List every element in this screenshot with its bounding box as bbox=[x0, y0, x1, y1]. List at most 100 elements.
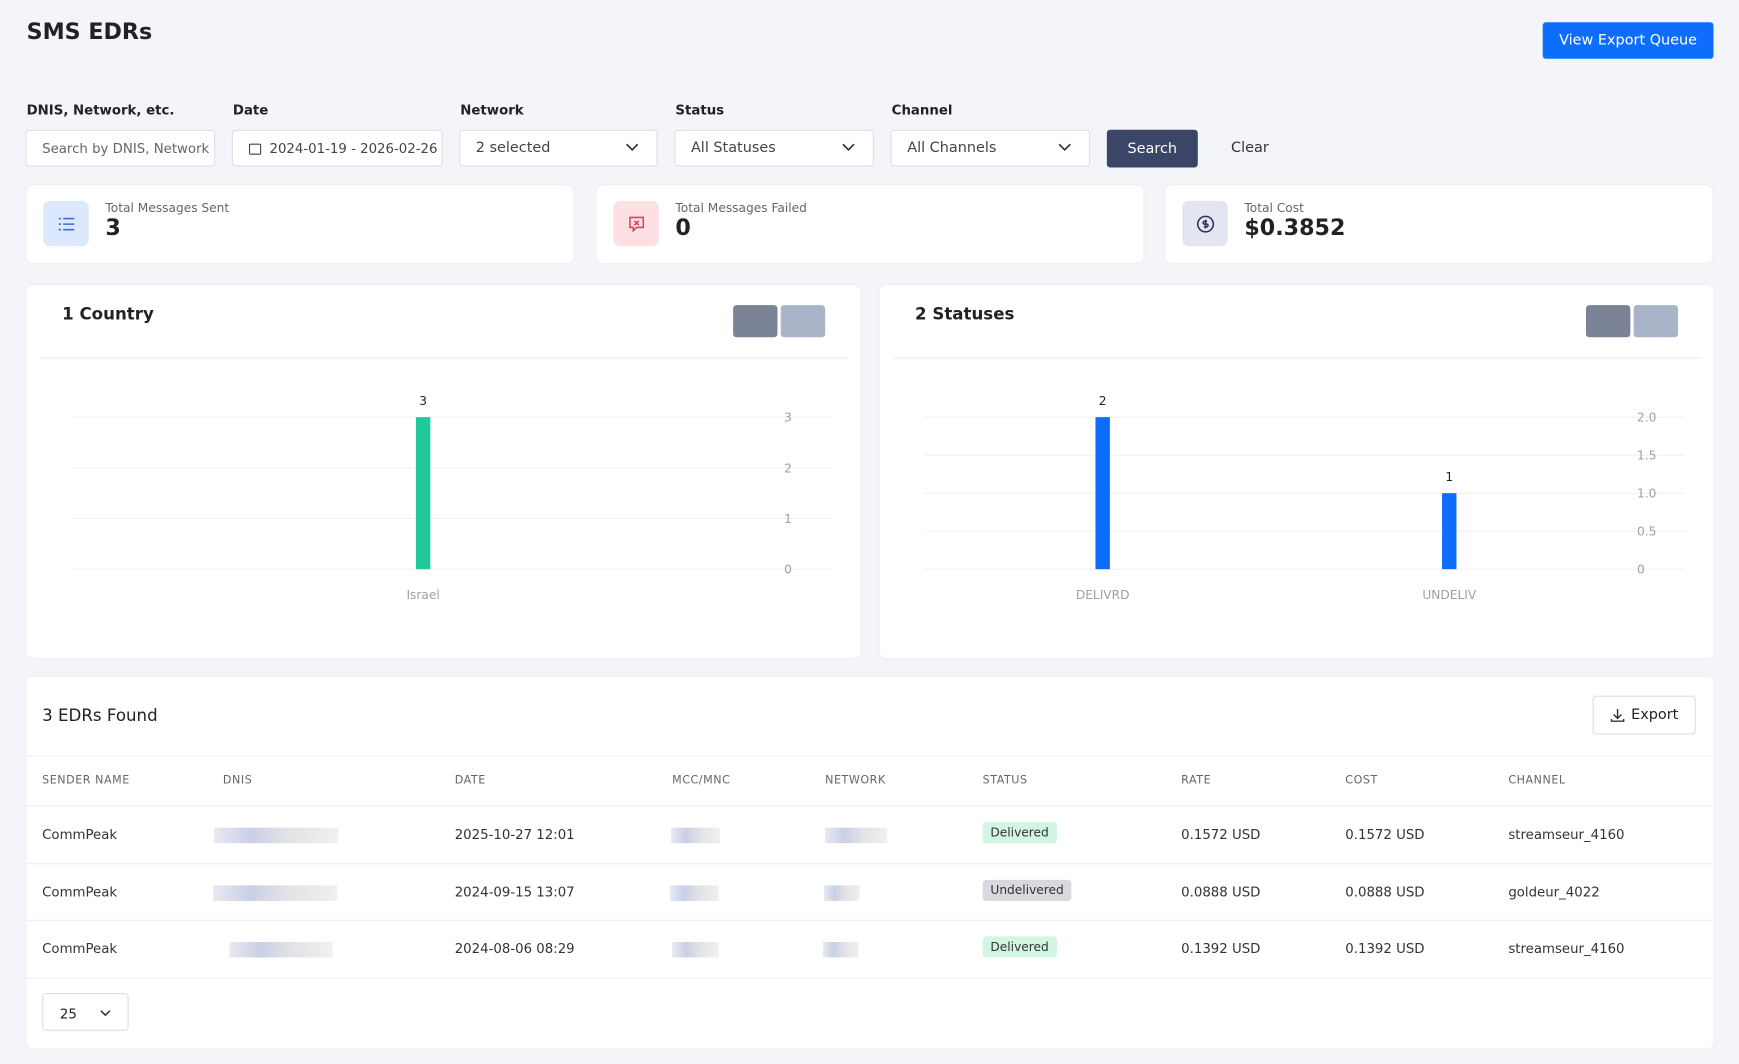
stat-label: Total Messages Sent bbox=[105, 200, 230, 216]
redacted-cell bbox=[672, 941, 719, 958]
cell: 2024-08-06 08:29 bbox=[454, 940, 575, 957]
export-button[interactable]: Export bbox=[1592, 695, 1696, 735]
stat-value: $0.3852 bbox=[1244, 214, 1346, 241]
status-badge: Delivered bbox=[982, 822, 1057, 844]
stat-value: 0 bbox=[675, 214, 691, 241]
filter-label: Channel bbox=[891, 102, 953, 118]
column-header: NETWORK bbox=[825, 774, 886, 787]
filter-input[interactable]: 2024-01-19 - 2026-02-26 bbox=[231, 129, 443, 167]
redacted-cell bbox=[214, 827, 339, 844]
status-badge: Undelivered bbox=[982, 879, 1072, 901]
row-divider bbox=[26, 805, 1714, 807]
column-header: COST bbox=[1345, 774, 1378, 787]
redacted-cell bbox=[229, 941, 333, 958]
cell: 2024-09-15 13:07 bbox=[454, 883, 575, 900]
stat-icon bbox=[1182, 200, 1228, 247]
filter-input[interactable]: All Channels bbox=[890, 129, 1091, 167]
value-label: 3 bbox=[419, 394, 427, 408]
filter-value: All Channels bbox=[907, 139, 997, 157]
cell: 0.0888 USD bbox=[1345, 883, 1425, 900]
cell: 2025-10-27 12:01 bbox=[454, 826, 575, 843]
page-size-select[interactable]: 25 bbox=[42, 992, 129, 1031]
icon-path bbox=[628, 216, 644, 233]
calendar-shape bbox=[248, 143, 262, 155]
filter-input[interactable]: 2 selected bbox=[459, 129, 658, 167]
table-title: 3 EDRs Found bbox=[42, 705, 158, 726]
value-label: 1 bbox=[1445, 470, 1453, 484]
row-divider bbox=[26, 755, 1714, 757]
y-tick-label: 0 bbox=[784, 563, 792, 577]
filter-value: All Statuses bbox=[690, 139, 776, 157]
clear-button[interactable]: Clear bbox=[1231, 139, 1269, 157]
stat-icon bbox=[43, 200, 89, 247]
filter-label: DNIS, Network, etc. bbox=[26, 102, 175, 118]
stat-card: Total Cost $0.3852 bbox=[1165, 185, 1713, 263]
filter-value: 2 selected bbox=[475, 139, 551, 157]
y-tick-label: 3 bbox=[784, 411, 792, 425]
stat-icon bbox=[613, 200, 659, 247]
chevron bbox=[100, 1010, 111, 1017]
chevron-path bbox=[842, 143, 855, 151]
icon bbox=[628, 216, 644, 233]
stat-label: Total Messages Failed bbox=[675, 200, 807, 216]
stat-value: 3 bbox=[105, 214, 121, 241]
redacted-cell bbox=[669, 884, 719, 901]
cell: CommPeak bbox=[42, 940, 118, 957]
cell: goldeur_4022 bbox=[1508, 883, 1600, 900]
bar bbox=[415, 417, 431, 570]
chevron-path bbox=[626, 143, 639, 151]
calendar-icon bbox=[248, 143, 262, 155]
bar-view-button[interactable] bbox=[733, 305, 778, 338]
column-header: STATUS bbox=[982, 774, 1028, 787]
cell: CommPeak bbox=[42, 883, 118, 900]
cell: streamseur_4160 bbox=[1508, 826, 1625, 843]
value-label: 2 bbox=[1099, 394, 1107, 408]
search-button[interactable]: Search bbox=[1106, 129, 1198, 168]
divider bbox=[892, 357, 1702, 359]
cell: 0.1392 USD bbox=[1345, 940, 1425, 957]
chevron-path bbox=[1058, 143, 1071, 151]
redacted-cell bbox=[824, 884, 860, 901]
column-header: CHANNEL bbox=[1508, 774, 1566, 787]
filter-label: Status bbox=[675, 102, 725, 118]
pie-view-button[interactable] bbox=[1633, 305, 1679, 338]
export-queue-button[interactable]: View Export Queue bbox=[1542, 22, 1714, 59]
column-header: MCC/MNC bbox=[672, 774, 731, 787]
y-tick-label: 0.5 bbox=[1637, 525, 1656, 539]
chart-panel: 2 Statuses 0 0.5 1.0 1.5 2.0 2 DELIVRD 1 UNDELIV bbox=[879, 285, 1714, 658]
y-tick-label: 1.0 bbox=[1637, 487, 1656, 501]
filter-label: Network bbox=[460, 102, 524, 118]
row-divider bbox=[26, 976, 1714, 979]
y-tick-label: 2.0 bbox=[1637, 411, 1656, 425]
filter-label: Date bbox=[232, 102, 269, 118]
bar bbox=[1442, 493, 1457, 570]
row-divider bbox=[26, 919, 1714, 921]
chart-title: 2 Statuses bbox=[914, 304, 1015, 324]
icon bbox=[1196, 215, 1214, 233]
y-tick-label: 1.5 bbox=[1637, 449, 1656, 463]
column-header: SENDER NAME bbox=[42, 774, 130, 787]
cell: streamseur_4160 bbox=[1508, 940, 1625, 957]
redacted-cell bbox=[825, 827, 888, 844]
pie-view-button[interactable] bbox=[780, 305, 826, 338]
stat-label: Total Cost bbox=[1244, 200, 1304, 216]
download-icon bbox=[1610, 708, 1625, 722]
cell: CommPeak bbox=[42, 826, 118, 843]
filter-input[interactable]: Search by DNIS, Network bbox=[25, 129, 216, 167]
chevron bbox=[626, 143, 639, 151]
bar-view-button[interactable] bbox=[1585, 305, 1631, 338]
y-tick-label: 2 bbox=[784, 461, 792, 475]
redacted-cell bbox=[670, 827, 720, 844]
filter-input[interactable]: All Statuses bbox=[674, 129, 874, 167]
redacted-cell bbox=[212, 884, 338, 901]
page-size: 25 bbox=[59, 1006, 77, 1022]
chart: 0 0.5 1.0 1.5 2.0 2 DELIVRD 1 UNDELIV bbox=[923, 394, 1685, 602]
x-tick-label: DELIVRD bbox=[1076, 588, 1130, 602]
divider bbox=[39, 357, 849, 359]
column-header: RATE bbox=[1181, 774, 1212, 787]
cell: 0.1572 USD bbox=[1181, 826, 1261, 843]
stat-card: Total Messages Failed 0 bbox=[596, 185, 1144, 263]
y-tick-label: 0 bbox=[1637, 563, 1645, 577]
row-divider bbox=[26, 862, 1714, 864]
